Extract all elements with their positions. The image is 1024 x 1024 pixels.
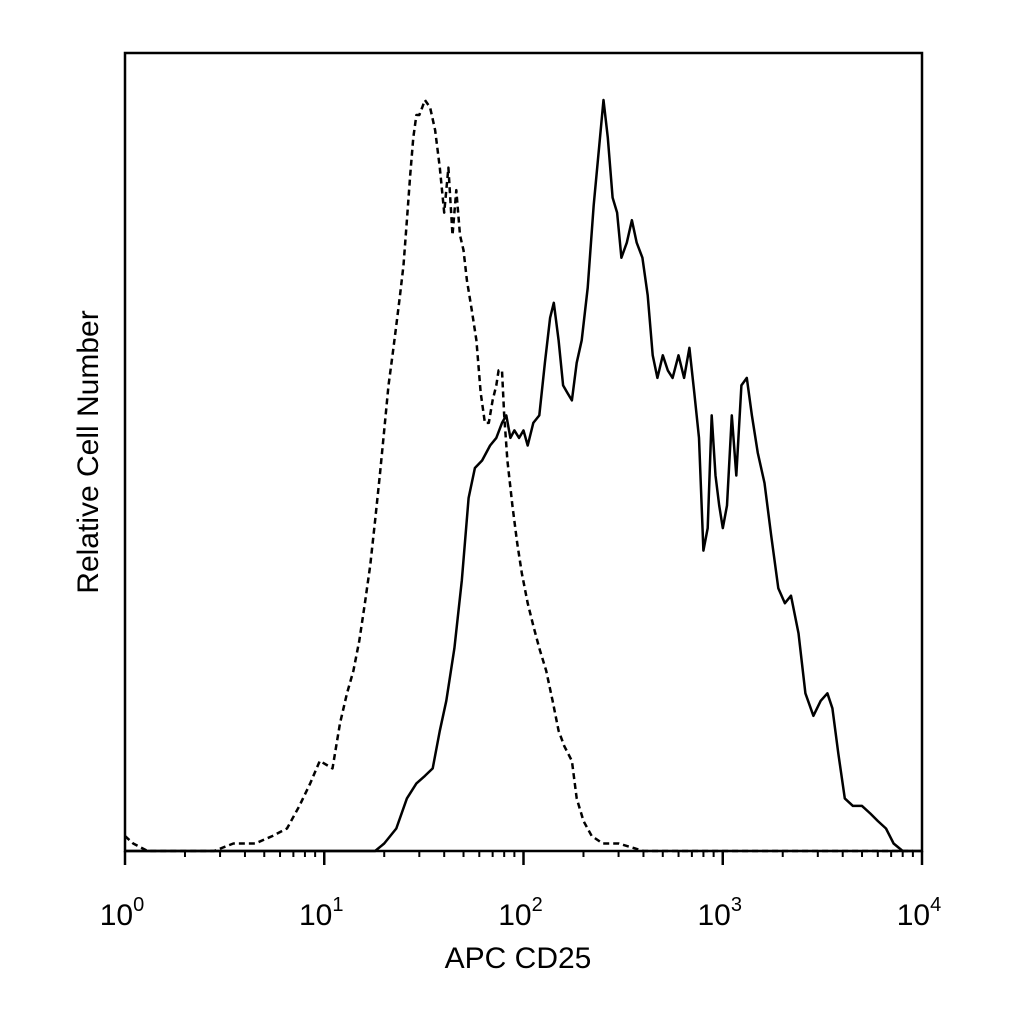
x-tick-label: 103 [698,894,743,932]
x-tick-label: 102 [498,894,543,932]
series-layer [124,98,922,853]
y-axis-label: Relative Cell Number [72,310,105,593]
x-tick-label: 100 [100,894,145,932]
plot-frame [123,51,924,853]
x-axis-label: APC CD25 [445,942,592,975]
x-axis-ticks: 100 101 102 103 104 [100,851,942,932]
series-line-solid [125,98,922,853]
series-line-dashed [124,98,913,853]
x-tick-label: 101 [299,894,344,932]
x-tick-label: 104 [897,894,942,932]
